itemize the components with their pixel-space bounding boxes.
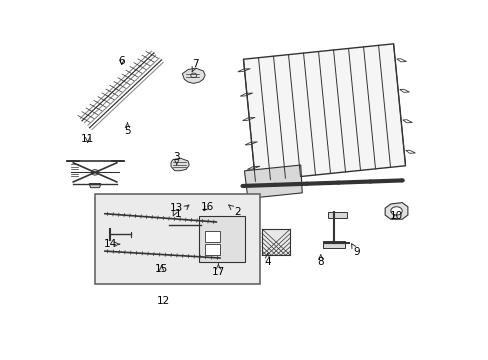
- Polygon shape: [182, 68, 205, 84]
- Text: 4: 4: [264, 253, 270, 267]
- Bar: [327, 212, 346, 218]
- Text: 9: 9: [351, 244, 359, 257]
- Text: 6: 6: [118, 56, 125, 66]
- Polygon shape: [171, 158, 189, 171]
- Text: 17: 17: [211, 264, 224, 277]
- Polygon shape: [243, 44, 405, 181]
- Text: 3: 3: [173, 152, 180, 165]
- Text: 10: 10: [389, 211, 402, 221]
- Text: 1: 1: [175, 205, 188, 219]
- Text: 11: 11: [81, 134, 94, 144]
- Circle shape: [91, 170, 99, 175]
- Polygon shape: [111, 159, 124, 161]
- Polygon shape: [89, 184, 101, 188]
- Circle shape: [304, 182, 308, 185]
- Text: 15: 15: [155, 264, 168, 274]
- Bar: [322, 242, 345, 248]
- Polygon shape: [244, 165, 302, 198]
- Text: 13: 13: [170, 203, 183, 216]
- Text: 7: 7: [192, 59, 199, 72]
- Bar: [205, 230, 220, 242]
- Polygon shape: [65, 159, 79, 161]
- Text: 8: 8: [317, 255, 324, 267]
- Text: 2: 2: [228, 205, 240, 217]
- Circle shape: [336, 181, 340, 184]
- Bar: [95, 194, 260, 284]
- Text: 12: 12: [157, 296, 170, 306]
- Bar: [199, 216, 244, 262]
- Circle shape: [390, 207, 401, 215]
- Bar: [205, 244, 220, 255]
- Text: 16: 16: [200, 202, 213, 212]
- Circle shape: [399, 179, 404, 182]
- Circle shape: [272, 183, 277, 186]
- Text: 14: 14: [103, 239, 120, 249]
- Polygon shape: [385, 203, 407, 219]
- Bar: [262, 229, 290, 255]
- Circle shape: [240, 184, 245, 188]
- Circle shape: [367, 180, 372, 183]
- Text: 5: 5: [124, 123, 130, 135]
